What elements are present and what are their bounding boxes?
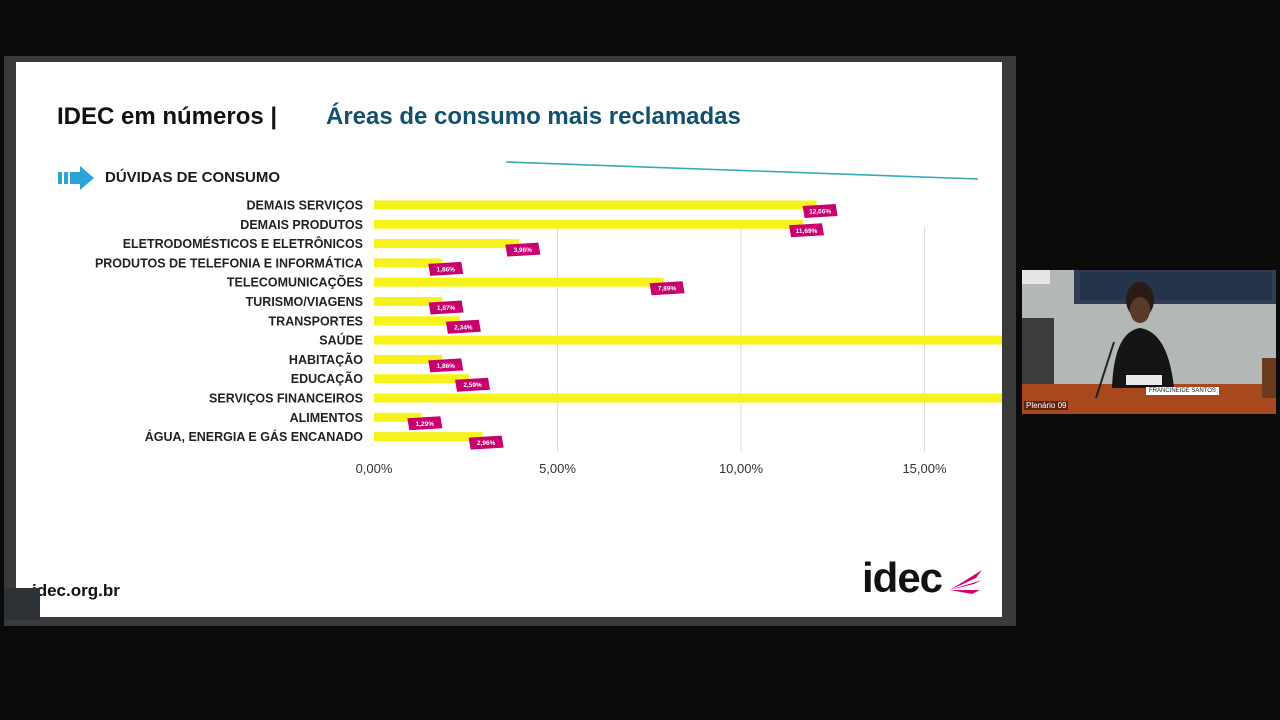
logo-text: idec (862, 554, 943, 601)
camera-location-label: Plenário 09 (1024, 401, 1069, 410)
camera-scene (1022, 270, 1276, 414)
data-label-tag (455, 377, 491, 392)
bar (374, 412, 422, 422)
data-label: 2,96% (477, 440, 496, 447)
accent-line (506, 161, 979, 180)
bar (374, 335, 1002, 345)
category-label: ÁGUA, ENERGIA E GÁS ENCANADO (145, 429, 364, 444)
category-label: SERVIÇOS FINANCEIROS (209, 392, 363, 406)
data-label: 1,86% (437, 363, 456, 370)
arrow-right-icon (58, 166, 94, 190)
category-label: TRANSPORTES (269, 314, 363, 328)
x-tick-label: 0,00% (356, 461, 393, 476)
logo-mark-icon (950, 570, 982, 594)
data-label-tag (468, 435, 504, 450)
data-label-tag (445, 319, 481, 334)
bar-chart: 12,06%11,69%3,96%1,86%7,89%1,87%2,34%29,… (95, 199, 1002, 476)
x-tick-label: 15,00% (902, 461, 947, 476)
section-title: DÚVIDAS DE CONSUMO (105, 169, 281, 186)
bar (374, 239, 520, 249)
data-label: 2,59% (463, 382, 482, 389)
data-label: 1,87% (437, 305, 456, 312)
data-label: 1,86% (437, 266, 456, 273)
camera-feed: FRANCINEIDE SANTOS Plenário 09 (1022, 270, 1276, 414)
bar (374, 374, 470, 384)
bar (374, 432, 483, 442)
slide: IDEC em números | Áreas de consumo mais … (16, 62, 1002, 617)
bar (374, 316, 460, 326)
bar (374, 200, 817, 210)
data-label: 12,06% (809, 209, 831, 216)
data-label-tag (505, 242, 541, 257)
data-label-tag (789, 223, 825, 238)
category-label: TURISMO/VIAGENS (246, 295, 363, 309)
data-label: 2,34% (454, 324, 473, 331)
site-url: idec.org.br (32, 581, 120, 600)
category-label: DEMAIS PRODUTOS (240, 218, 363, 232)
data-label: 7,89% (658, 286, 677, 293)
category-label: EDUCAÇÃO (291, 371, 364, 386)
data-label-tag (802, 204, 838, 218)
data-label-tag (428, 261, 464, 276)
slide-title: IDEC em números | (57, 103, 278, 130)
bar (374, 277, 664, 287)
category-label: ALIMENTOS (290, 411, 363, 425)
bar (374, 258, 443, 268)
category-label: SAÚDE (319, 333, 363, 348)
slide-subtitle: Áreas de consumo mais reclamadas (326, 103, 741, 130)
bar (374, 297, 443, 306)
category-label: HABITAÇÃO (289, 352, 363, 367)
nameplate: FRANCINEIDE SANTOS (1146, 387, 1219, 395)
x-tick-label: 5,00% (539, 461, 576, 476)
x-tick-label: 10,00% (719, 461, 764, 476)
data-label: 11,69% (796, 228, 818, 235)
data-label-tag (428, 300, 464, 315)
category-label: DEMAIS SERVIÇOS (247, 199, 363, 213)
bar (374, 219, 804, 229)
bar (374, 354, 443, 364)
category-label: PRODUTOS DE TELEFONIA E INFORMÁTICA (95, 255, 363, 270)
category-label: ELETRODOMÉSTICOS E ELETRÔNICOS (123, 236, 363, 251)
idec-logo: idec (862, 554, 987, 604)
data-label-tag (407, 416, 443, 431)
bar (374, 393, 1002, 403)
data-label: 3,96% (514, 247, 533, 254)
data-label-tag (649, 281, 685, 296)
data-label: 1,29% (416, 421, 435, 428)
data-label-tag (428, 358, 464, 373)
pattern-corner (4, 588, 40, 620)
category-label: TELECOMUNICAÇÕES (227, 275, 363, 290)
